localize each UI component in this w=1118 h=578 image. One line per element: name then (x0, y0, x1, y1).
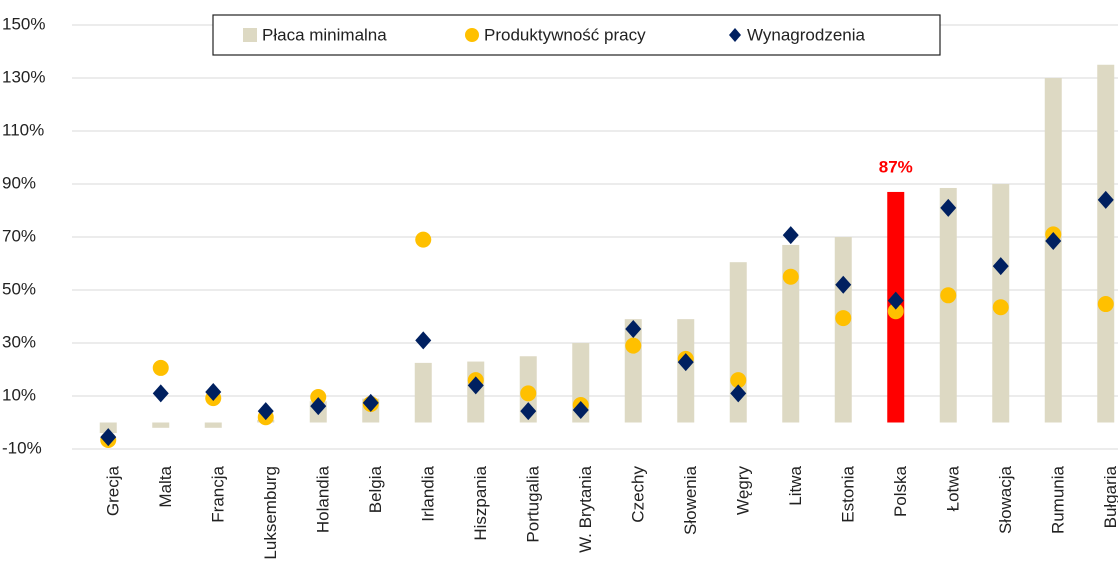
legend-label: Płaca minimalna (262, 25, 387, 44)
point (1097, 190, 1114, 209)
point (835, 275, 852, 294)
bar (1097, 64, 1115, 423)
point (1045, 231, 1062, 250)
point (572, 401, 589, 420)
x-tick-label: Słowenia (681, 465, 700, 535)
bar (204, 422, 222, 428)
y-tick-label: 10% (2, 385, 36, 404)
value-label: 87% (879, 157, 913, 176)
y-tick-label: 30% (2, 332, 36, 351)
bar (152, 422, 170, 428)
y-tick-label: 90% (2, 173, 36, 192)
point (730, 372, 747, 389)
bar (782, 244, 800, 423)
x-tick-label: Luksemburg (261, 466, 280, 560)
point (730, 384, 747, 403)
bar (939, 187, 957, 423)
point (257, 402, 274, 421)
point (415, 231, 432, 248)
x-tick-label: Bułgaria (1101, 465, 1118, 528)
x-tick-label: Grecja (104, 465, 123, 516)
point (782, 268, 799, 285)
y-tick-label: -10% (2, 438, 42, 457)
point (362, 393, 379, 412)
point (940, 287, 957, 304)
x-tick-label: Hiszpania (471, 465, 490, 540)
y-tick-label: 110% (2, 120, 44, 139)
point (310, 389, 327, 406)
x-tick-label: Belgia (366, 465, 385, 513)
point (152, 359, 169, 376)
point (887, 303, 904, 320)
legend-swatch (729, 28, 741, 42)
x-tick-label: Łotwa (944, 465, 963, 511)
point (625, 319, 642, 338)
x-tick-label: Litwa (786, 465, 805, 505)
point (887, 291, 904, 310)
bar (99, 422, 117, 434)
point (677, 353, 694, 372)
y-tick-label: 150% (2, 14, 45, 33)
x-tick-label: W. Brytania (576, 465, 595, 552)
point (205, 383, 222, 402)
x-tick-label: Polska (891, 465, 910, 517)
point (992, 299, 1009, 316)
x-tick-label: Irlandia (419, 465, 438, 521)
y-tick-label: 50% (2, 279, 36, 298)
x-tick-label: Czechy (629, 466, 648, 523)
point (100, 428, 117, 447)
x-tick-label: Portugalia (524, 465, 543, 542)
point (310, 397, 327, 416)
point (520, 385, 537, 402)
point (1097, 296, 1114, 313)
point (625, 337, 642, 354)
legend-label: Wynagrodzenia (747, 25, 866, 44)
bar (414, 362, 432, 423)
x-tick-label: Francja (209, 465, 228, 522)
legend-swatch (243, 28, 257, 42)
point (940, 198, 957, 217)
point (992, 257, 1009, 276)
point (415, 331, 432, 350)
x-tick-label: Rumunia (1049, 465, 1068, 534)
bar (1044, 78, 1062, 423)
y-tick-label: 70% (2, 226, 36, 245)
y-tick-label: 130% (2, 67, 45, 86)
point (520, 402, 537, 421)
point (835, 310, 852, 327)
legend-label: Produktywność pracy (484, 25, 646, 44)
x-tick-label: Holandia (314, 465, 333, 533)
x-tick-label: Malta (156, 465, 175, 507)
bar (834, 237, 852, 423)
point (467, 376, 484, 395)
point (782, 226, 799, 245)
legend-box (212, 14, 941, 56)
x-tick-label: Słowacja (996, 465, 1015, 534)
x-tick-label: Węgry (734, 466, 753, 516)
point (152, 384, 169, 403)
x-tick-label: Estonia (839, 465, 858, 522)
legend-swatch (465, 28, 479, 42)
